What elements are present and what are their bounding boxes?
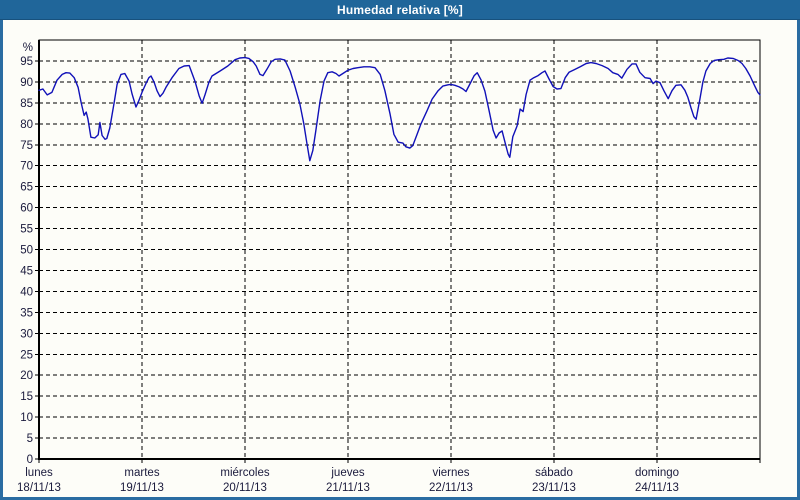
y-axis-unit-label: % xyxy=(23,42,33,54)
y-tick-label: 70 xyxy=(20,161,33,173)
y-tick-label: 40 xyxy=(20,286,33,298)
y-tick-label: 55 xyxy=(20,224,33,236)
x-day-date-label: 24/11/13 xyxy=(635,482,679,494)
x-day-date-label: 23/11/13 xyxy=(532,482,576,494)
x-day-name-label: martes xyxy=(124,467,159,479)
x-day-date-label: 20/11/13 xyxy=(223,482,267,494)
x-day-name-label: domingo xyxy=(635,467,679,479)
y-tick-label: 5 xyxy=(27,433,33,445)
chart-title: Humedad relativa [%] xyxy=(336,2,464,17)
humidity-series-line xyxy=(38,56,761,162)
y-tick-label: 10 xyxy=(20,412,33,424)
y-tick-label: 15 xyxy=(20,391,33,403)
x-day-name-label: sábado xyxy=(535,467,573,479)
x-day-name-label: lunes xyxy=(25,467,53,479)
y-tick-label: 20 xyxy=(20,370,33,382)
y-tick-label: 0 xyxy=(27,454,33,466)
x-day-date-label: 22/11/13 xyxy=(429,482,473,494)
y-tick-label: 85 xyxy=(20,98,33,110)
x-day-date-label: 21/11/13 xyxy=(326,482,370,494)
y-tick-label: 75 xyxy=(20,140,33,152)
x-day-date-label: 18/11/13 xyxy=(17,482,61,494)
y-tick-label: 30 xyxy=(20,328,33,340)
y-tick-label: 60 xyxy=(20,203,33,215)
y-tick-label: 80 xyxy=(20,119,33,131)
x-day-name-label: jueves xyxy=(330,467,364,479)
x-day-date-label: 19/11/13 xyxy=(120,482,164,494)
title-bar: Humedad relativa [%] xyxy=(0,0,800,20)
y-tick-label: 65 xyxy=(20,182,33,194)
x-day-name-label: viernes xyxy=(432,467,469,479)
y-tick-label: 45 xyxy=(20,265,33,277)
y-tick-label: 50 xyxy=(20,245,33,257)
y-tick-label: 25 xyxy=(20,349,33,361)
y-tick-label: 95 xyxy=(20,56,33,68)
x-day-name-label: miércoles xyxy=(220,467,269,479)
y-tick-label: 90 xyxy=(20,77,33,89)
y-tick-label: 35 xyxy=(20,307,33,319)
